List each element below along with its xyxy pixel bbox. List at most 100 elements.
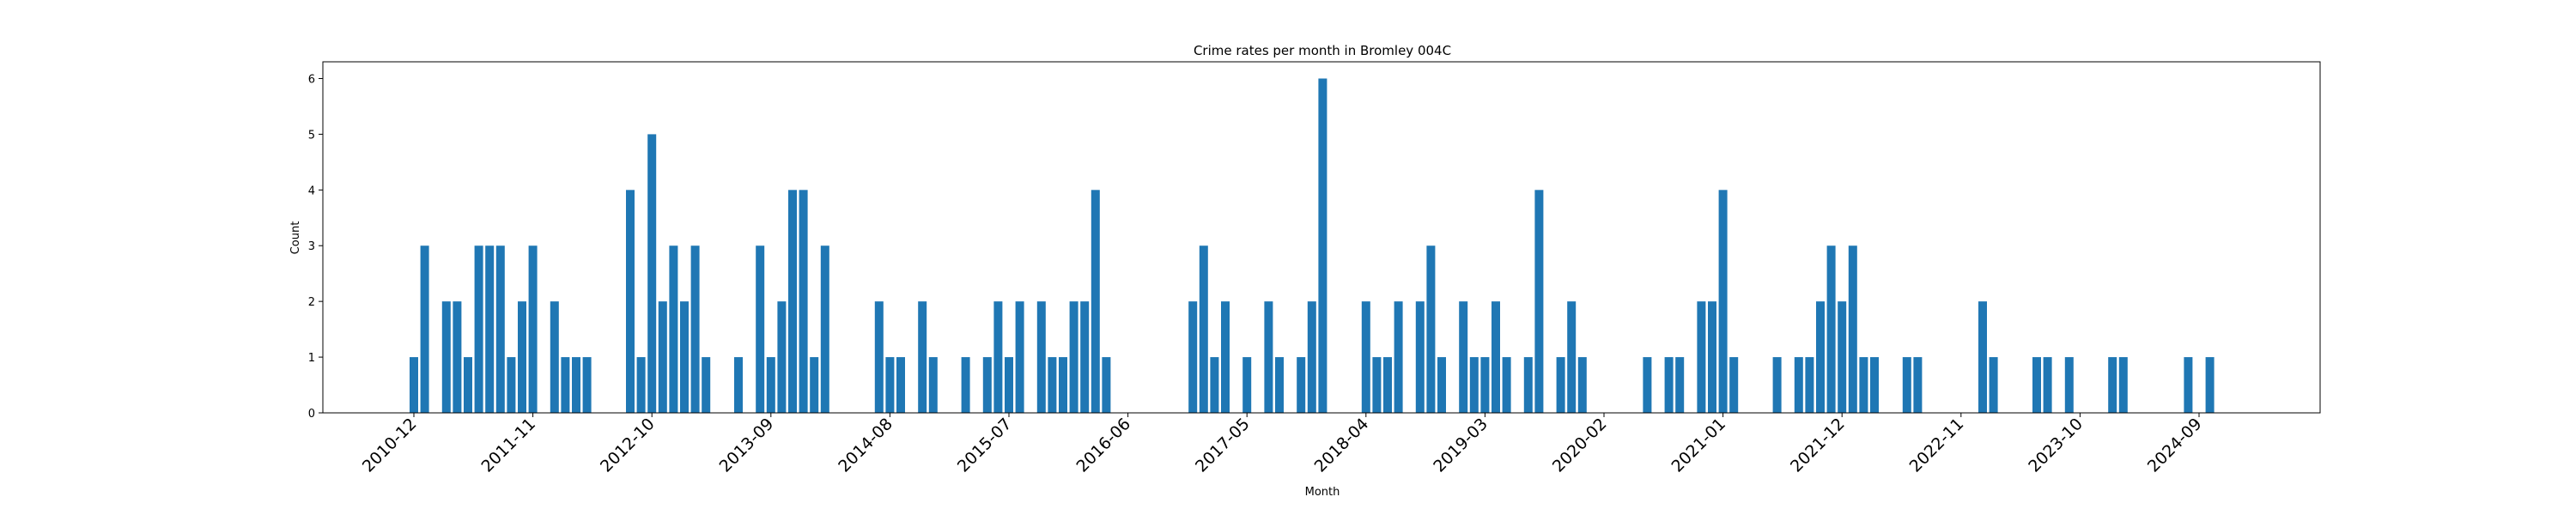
bar	[1816, 301, 1825, 413]
bar	[2064, 357, 2074, 413]
bar	[441, 301, 451, 413]
bar	[928, 357, 938, 413]
x-tick-label: 2020-02	[1549, 415, 1611, 476]
bar	[1577, 357, 1587, 413]
bars-group	[410, 78, 2215, 413]
bar	[1264, 301, 1273, 413]
bar	[1492, 301, 1500, 413]
x-tick-label: 2014-08	[835, 415, 896, 476]
x-tick-label: 2018-04	[1311, 415, 1373, 476]
bar	[1567, 301, 1577, 413]
bar	[1383, 357, 1392, 413]
bar	[690, 245, 700, 413]
bar	[1394, 301, 1403, 413]
bar	[2184, 357, 2193, 413]
bar	[495, 245, 505, 413]
bar	[1772, 357, 1782, 413]
x-tick-label: 2012-10	[597, 415, 659, 476]
bar	[669, 245, 678, 413]
y-tick-label: 4	[308, 185, 315, 197]
bar	[1870, 357, 1879, 413]
bar	[1838, 301, 1847, 413]
y-tick-label: 1	[308, 352, 315, 365]
bar	[636, 357, 646, 413]
bar	[896, 357, 905, 413]
bar	[1643, 357, 1652, 413]
x-tick-label: 2021-01	[1668, 415, 1729, 476]
x-tick-label: 2015-07	[954, 415, 1016, 476]
bar	[1534, 190, 1544, 413]
x-tick-label: 2019-03	[1430, 415, 1492, 476]
bar	[1826, 245, 1836, 413]
x-tick-label: 2021-12	[1787, 415, 1849, 476]
bar	[420, 245, 429, 413]
bar	[874, 301, 884, 413]
y-tick-label: 0	[308, 408, 315, 421]
y-tick-label: 5	[308, 129, 315, 142]
y-axis: 0 1 2 3 4 5 6	[308, 73, 323, 421]
bar	[1199, 245, 1208, 413]
x-axis-label: Month	[1305, 486, 1340, 499]
bar	[799, 190, 808, 413]
x-tick-label: 2016-06	[1072, 415, 1134, 476]
bar	[766, 357, 775, 413]
bar	[1480, 357, 1490, 413]
bar	[1307, 301, 1316, 413]
bar	[1664, 357, 1674, 413]
bar	[1459, 301, 1468, 413]
bar	[1102, 357, 1111, 413]
x-tick-label: 2011-11	[477, 415, 539, 476]
bar	[1697, 301, 1706, 413]
bar	[2108, 357, 2117, 413]
bar	[518, 301, 526, 413]
bar	[1242, 357, 1252, 413]
bar	[528, 245, 538, 413]
bar	[1556, 357, 1565, 413]
bar	[1913, 357, 1923, 413]
y-tick-label: 6	[308, 73, 315, 86]
x-tick-label: 2023-10	[2025, 415, 2087, 476]
bar	[2043, 357, 2052, 413]
bar	[1210, 357, 1219, 413]
y-axis-label: Count	[289, 221, 302, 255]
bar	[1372, 357, 1382, 413]
x-tick-label: 2013-09	[716, 415, 778, 476]
bar	[680, 301, 689, 413]
bar	[1859, 357, 1868, 413]
bar	[1297, 357, 1306, 413]
plot-frame	[322, 61, 2321, 414]
bar	[1718, 190, 1728, 413]
bar	[1015, 301, 1024, 413]
bar	[1902, 357, 1911, 413]
x-tick-label: 2010-12	[359, 415, 421, 476]
bar	[756, 245, 765, 413]
bar	[961, 357, 970, 413]
bar	[1221, 301, 1230, 413]
bar	[550, 301, 559, 413]
bar	[453, 301, 462, 413]
bar	[561, 357, 570, 413]
bar	[474, 245, 483, 413]
bar	[1708, 301, 1716, 413]
bar	[1275, 357, 1284, 413]
bar	[788, 190, 797, 413]
bar	[2118, 357, 2128, 413]
bar	[1415, 301, 1425, 413]
bar	[1805, 357, 1814, 413]
bar	[820, 245, 829, 413]
bar	[1361, 301, 1370, 413]
bar	[1437, 357, 1446, 413]
bar	[1091, 190, 1100, 413]
bar	[1523, 357, 1533, 413]
chart-title: Crime rates per month in Bromley 004C	[1194, 43, 1451, 58]
bar	[1069, 301, 1078, 413]
bar	[1729, 357, 1739, 413]
bar	[810, 357, 819, 413]
x-axis: 2010-12 2011-11 2012-10 2013-09 2014-08 2015-…	[359, 413, 2206, 476]
x-tick-label: 2017-05	[1192, 415, 1254, 476]
bar	[1426, 245, 1436, 413]
bar	[1005, 357, 1013, 413]
bar	[993, 301, 1003, 413]
x-tick-label: 2024-09	[2144, 415, 2206, 476]
